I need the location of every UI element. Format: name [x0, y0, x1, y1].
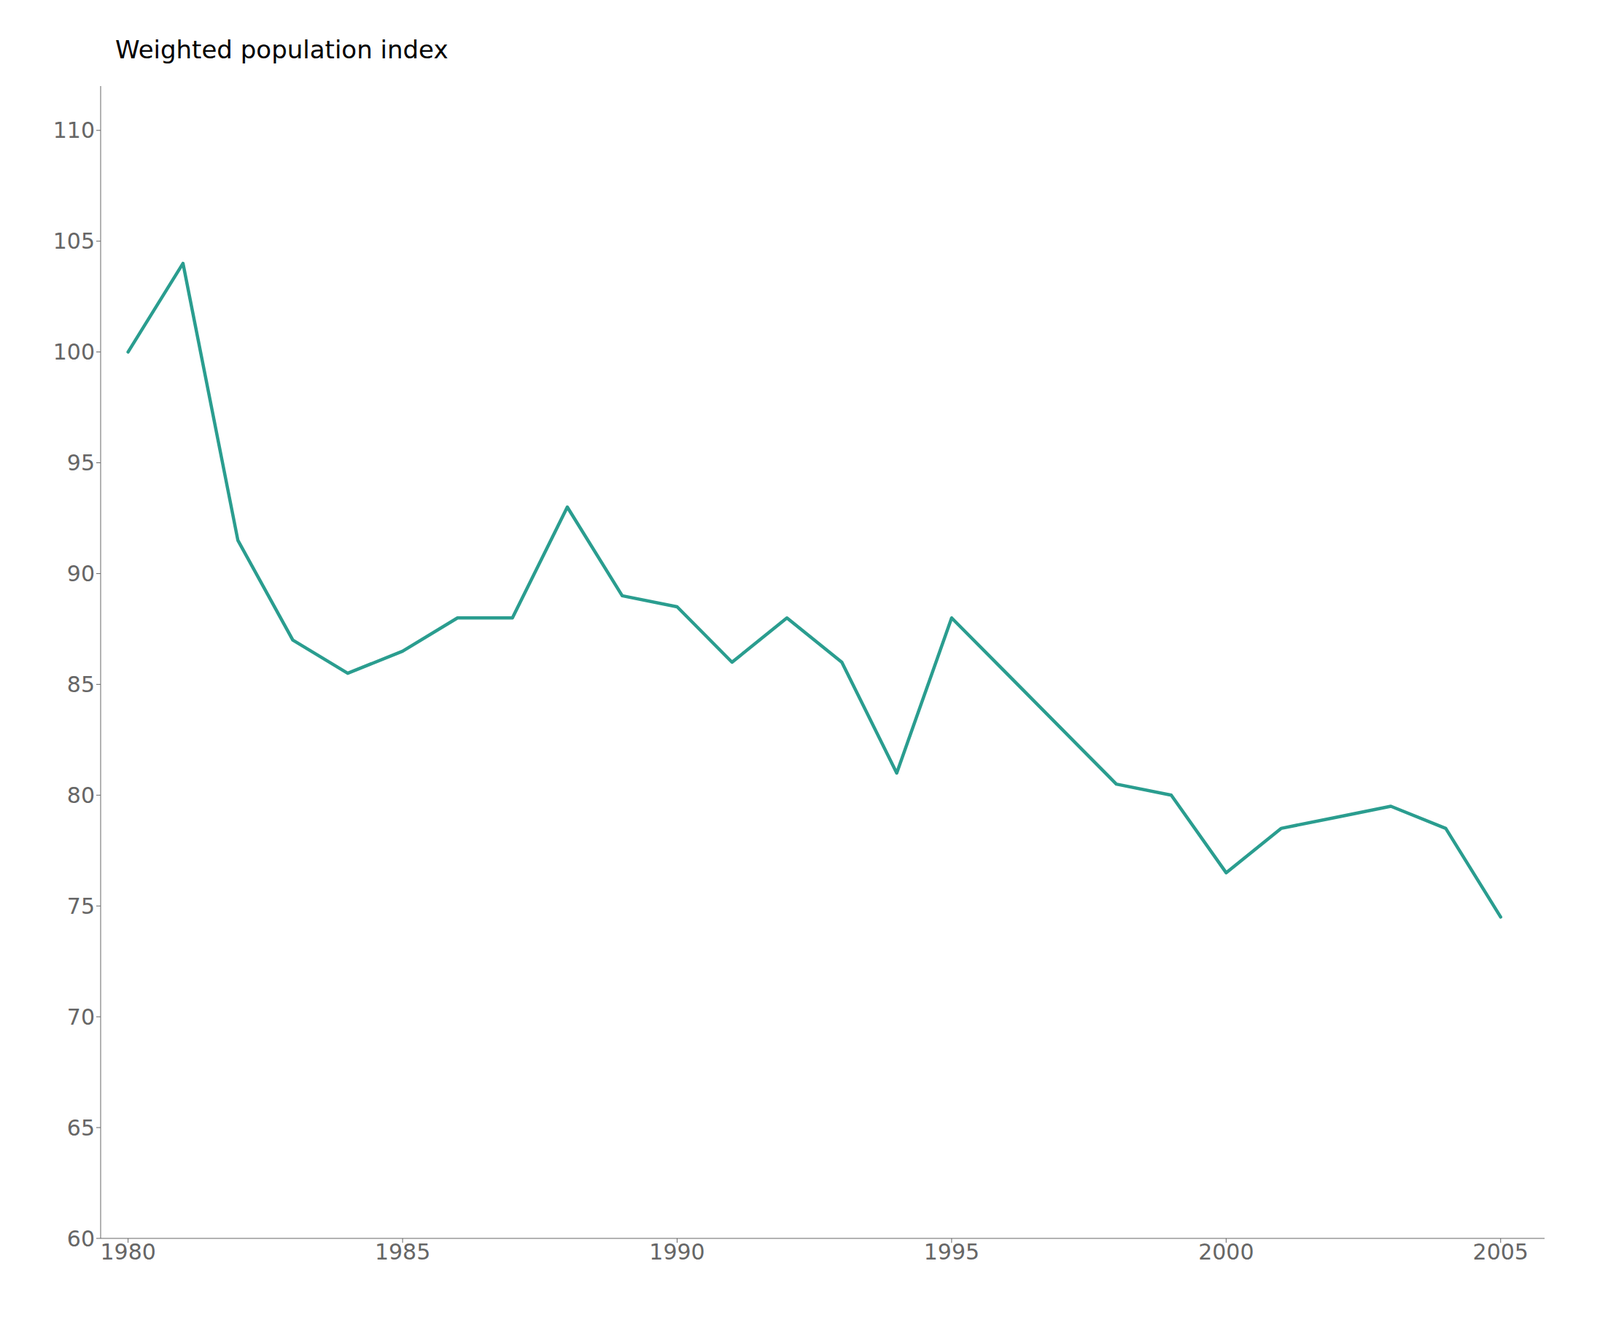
- svg-text:90: 90: [67, 560, 95, 587]
- svg-text:75: 75: [67, 893, 95, 919]
- svg-text:2005: 2005: [1473, 1239, 1529, 1265]
- svg-text:65: 65: [67, 1115, 95, 1141]
- svg-text:60: 60: [67, 1225, 95, 1252]
- svg-text:70: 70: [67, 1004, 95, 1030]
- svg-text:100: 100: [53, 339, 95, 365]
- svg-text:1980: 1980: [99, 1239, 156, 1265]
- svg-text:110: 110: [53, 117, 95, 143]
- svg-text:85: 85: [67, 671, 95, 698]
- svg-text:95: 95: [67, 449, 95, 476]
- svg-text:105: 105: [53, 228, 95, 254]
- svg-text:2000: 2000: [1198, 1239, 1254, 1265]
- svg-text:80: 80: [67, 782, 95, 809]
- html-text:Weighted population index: Weighted population index: [115, 35, 449, 65]
- svg-text:1985: 1985: [374, 1239, 431, 1265]
- svg-text:1990: 1990: [649, 1239, 705, 1265]
- svg-text:1995: 1995: [923, 1239, 980, 1265]
